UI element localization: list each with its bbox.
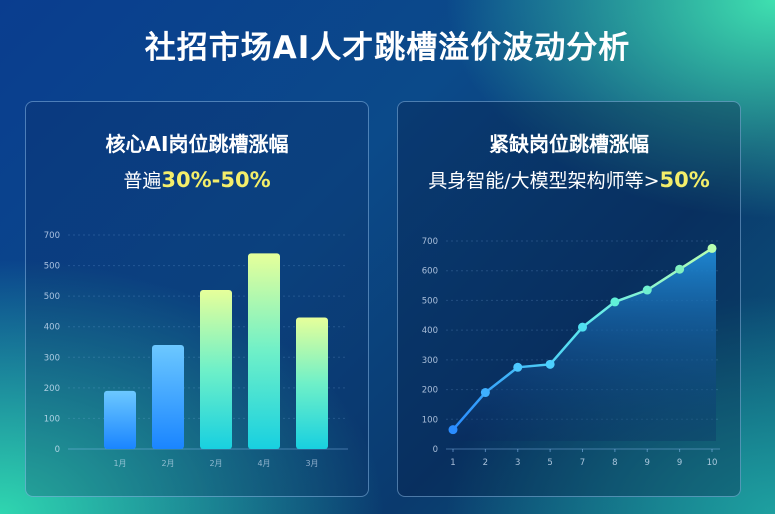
y-tick-label: 200 bbox=[44, 384, 60, 394]
bar-chart-panel: 核心AI岗位跳槽涨幅 普遍30%-50% 0 100 200 300 400 500 500… bbox=[25, 101, 369, 497]
x-tick-label: 2 bbox=[483, 458, 488, 468]
data-point bbox=[545, 359, 555, 369]
x-tick-label: 10 bbox=[707, 458, 718, 468]
subtitle-highlight: 30%-50% bbox=[161, 168, 271, 192]
panel-title: 核心AI岗位跳槽涨幅 bbox=[105, 132, 289, 156]
data-point bbox=[675, 264, 685, 274]
bar bbox=[248, 253, 280, 449]
subtitle-prefix: 具身智能/大模型架构师等> bbox=[428, 170, 660, 192]
x-tick-label: 4月 bbox=[257, 459, 270, 468]
y-tick-label: 600 bbox=[422, 267, 438, 277]
bar bbox=[152, 345, 184, 449]
data-point bbox=[578, 322, 587, 332]
area-fill bbox=[453, 248, 716, 441]
bar bbox=[200, 290, 232, 449]
x-tick-label: 9 bbox=[677, 458, 682, 468]
y-tick-label: 700 bbox=[422, 237, 438, 247]
data-point bbox=[448, 425, 458, 435]
x-tick-label: 2月 bbox=[209, 459, 222, 468]
x-tick-label: 3 bbox=[515, 458, 520, 468]
data-point bbox=[480, 388, 490, 398]
subtitle-highlight: 50% bbox=[659, 168, 710, 192]
line-chart-panel: 紧缺岗位跳槽涨幅 具身智能/大模型架构师等>50% 0 100 200 300 400 5… bbox=[397, 101, 741, 497]
y-tick-label: 0 bbox=[55, 445, 60, 455]
y-tick-label: 300 bbox=[44, 353, 60, 363]
y-tick-label: 400 bbox=[44, 323, 60, 333]
data-point bbox=[707, 243, 717, 253]
x-tick-label: 5 bbox=[547, 458, 552, 468]
page-title: 社招市场AI人才跳槽溢价波动分析 bbox=[144, 30, 631, 66]
y-tick-label: 500 bbox=[44, 292, 60, 302]
panel-title: 紧缺岗位跳槽涨幅 bbox=[489, 132, 649, 156]
y-tick-label: 400 bbox=[422, 326, 438, 336]
panel-subtitle: 具身智能/大模型架构师等>50% bbox=[398, 166, 740, 193]
x-tick-label: 1月 bbox=[113, 459, 126, 468]
x-tick-label: 7 bbox=[580, 458, 585, 468]
y-tick-label: 500 bbox=[44, 262, 60, 272]
x-tick-label: 9 bbox=[645, 458, 650, 468]
y-tick-label: 0 bbox=[433, 445, 438, 455]
x-tick-label: 8 bbox=[612, 458, 617, 468]
x-tick-label: 2月 bbox=[161, 459, 174, 468]
y-tick-label: 100 bbox=[422, 415, 438, 425]
y-tick-label: 500 bbox=[422, 296, 438, 306]
y-tick-label: 200 bbox=[422, 386, 438, 396]
data-point bbox=[642, 285, 652, 295]
x-tick-label: 1 bbox=[450, 458, 455, 468]
line-chart: 0 100 200 300 400 500 600 700 1 2 3 5 7 8 9 9 10 bbox=[422, 237, 720, 468]
bar-chart: 0 100 200 300 400 500 500 700 1月 2月 2月 4月 3月 bbox=[44, 231, 348, 468]
y-tick-label: 700 bbox=[44, 231, 60, 241]
x-tick-label: 3月 bbox=[305, 459, 318, 468]
data-point bbox=[610, 297, 620, 307]
y-tick-label: 100 bbox=[44, 414, 60, 424]
bar bbox=[104, 390, 136, 449]
panel-subtitle: 普遍30%-50% bbox=[26, 166, 368, 193]
bar bbox=[296, 317, 328, 449]
y-tick-label: 300 bbox=[422, 356, 438, 366]
data-point bbox=[513, 362, 523, 372]
subtitle-prefix: 普遍 bbox=[123, 170, 162, 192]
